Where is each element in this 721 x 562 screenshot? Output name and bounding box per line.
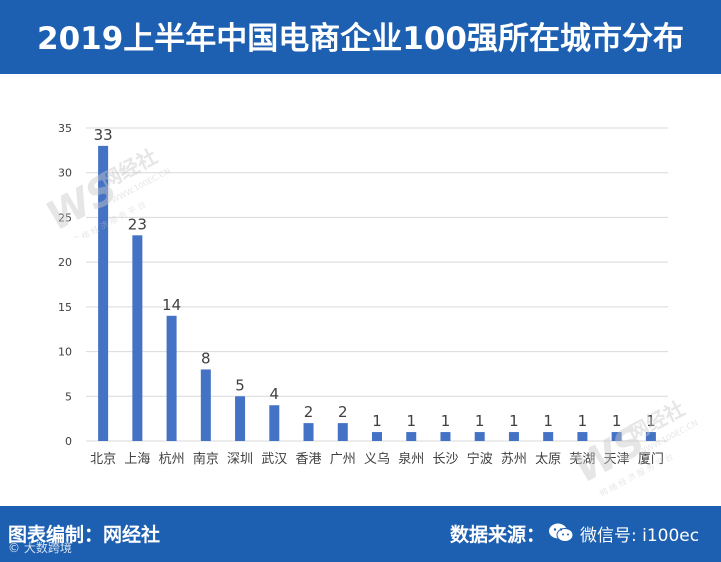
x-tick-label: 广州 xyxy=(330,452,356,467)
wechat-badge: 微信号: i100ec xyxy=(548,518,699,548)
bar xyxy=(269,405,280,441)
page-title: 2019上半年中国电商企业100强所在城市分布 xyxy=(37,21,684,57)
data-label: 2 xyxy=(304,403,314,421)
x-tick-label: 芜湖 xyxy=(569,452,595,467)
y-tick-label: 30 xyxy=(58,167,72,180)
x-tick-label: 宁波 xyxy=(467,451,493,467)
corner-watermark: © 大数跨境 xyxy=(8,541,72,555)
bar xyxy=(235,396,246,441)
x-tick-label: 南京 xyxy=(193,451,219,467)
x-tick-label: 太原 xyxy=(535,452,561,467)
data-label: 1 xyxy=(475,412,485,430)
x-tick-label: 上海 xyxy=(124,452,150,467)
bar xyxy=(577,432,588,441)
bar xyxy=(440,432,451,441)
bar xyxy=(645,432,656,441)
bar xyxy=(303,423,314,441)
data-source: 数据来源： xyxy=(450,520,545,547)
chart-area: 0 5 10 15 20 25 30 35 33 23 14 8 5 4 2 2 1 1 1 1 1 1 1 1 1 北京 上海… xyxy=(0,74,721,506)
bar xyxy=(508,432,519,441)
y-tick-label: 35 xyxy=(58,122,72,135)
data-label: 2 xyxy=(338,403,348,421)
y-axis-ticks: 0 5 10 15 20 25 30 35 xyxy=(58,122,72,448)
bar xyxy=(543,432,554,441)
data-label: 4 xyxy=(270,385,280,403)
data-label: 1 xyxy=(372,412,382,430)
bar xyxy=(132,235,143,441)
wechat-icon xyxy=(548,522,574,544)
y-tick-label: 20 xyxy=(58,256,72,269)
wechat-text: 微信号: i100ec xyxy=(580,525,700,546)
x-tick-label: 义乌 xyxy=(364,451,390,467)
x-tick-label: 香港 xyxy=(296,452,322,467)
bar xyxy=(611,432,622,441)
x-tick-label: 泉州 xyxy=(398,451,424,467)
data-source-label: 数据来源： xyxy=(450,524,546,546)
y-tick-label: 25 xyxy=(58,211,72,224)
data-label: 33 xyxy=(94,126,113,144)
x-tick-label: 杭州 xyxy=(159,452,185,467)
data-label: 1 xyxy=(646,412,656,430)
bar xyxy=(372,432,382,441)
data-label: 1 xyxy=(578,412,588,430)
bar xyxy=(166,315,177,441)
data-labels: 33 23 14 8 5 4 2 2 1 1 1 1 1 1 1 1 1 xyxy=(94,126,656,430)
x-tick-label: 深圳 xyxy=(227,452,253,467)
data-label: 23 xyxy=(128,215,147,233)
grid-lines xyxy=(86,127,668,442)
data-label: 5 xyxy=(235,376,245,394)
x-tick-label: 天津 xyxy=(604,452,630,467)
footer-bar: 图表编制：网经社 数据来源： 微信号: i100ec © 大数跨境 xyxy=(0,506,721,562)
x-tick-label: 武汉 xyxy=(261,452,287,467)
data-label: 14 xyxy=(162,296,181,314)
bar-chart: 0 5 10 15 20 25 30 35 33 23 14 8 5 4 2 2 1 1 1 1 1 1 1 1 1 北京 上海… xyxy=(58,122,668,467)
header-bar: 2019上半年中国电商企业100强所在城市分布 xyxy=(0,0,721,74)
data-label: 1 xyxy=(406,412,416,430)
y-tick-label: 5 xyxy=(65,390,72,403)
bar xyxy=(406,432,417,441)
data-label: 1 xyxy=(612,412,622,430)
chart-credit: 图表编制：网经社 xyxy=(8,524,161,546)
y-tick-label: 0 xyxy=(65,435,72,448)
bar xyxy=(98,145,109,441)
bars xyxy=(98,145,656,441)
bar xyxy=(474,432,485,441)
y-tick-label: 15 xyxy=(58,301,72,314)
x-tick-label: 厦门 xyxy=(638,452,664,467)
data-label: 1 xyxy=(509,412,519,430)
data-label: 8 xyxy=(201,349,211,367)
x-axis-ticks: 北京 上海 杭州 南京 深圳 武汉 香港 广州 义乌 泉州 长沙 宁波 苏州 太原 芜湖 天津 厦门 xyxy=(90,451,664,467)
y-tick-label: 10 xyxy=(58,346,72,359)
x-tick-label: 北京 xyxy=(90,452,116,467)
data-label: 1 xyxy=(441,412,451,430)
x-tick-label: 长沙 xyxy=(432,452,458,467)
bar xyxy=(337,423,348,441)
data-label: 1 xyxy=(543,412,553,430)
bar xyxy=(200,369,211,441)
x-tick-label: 苏州 xyxy=(501,451,527,467)
